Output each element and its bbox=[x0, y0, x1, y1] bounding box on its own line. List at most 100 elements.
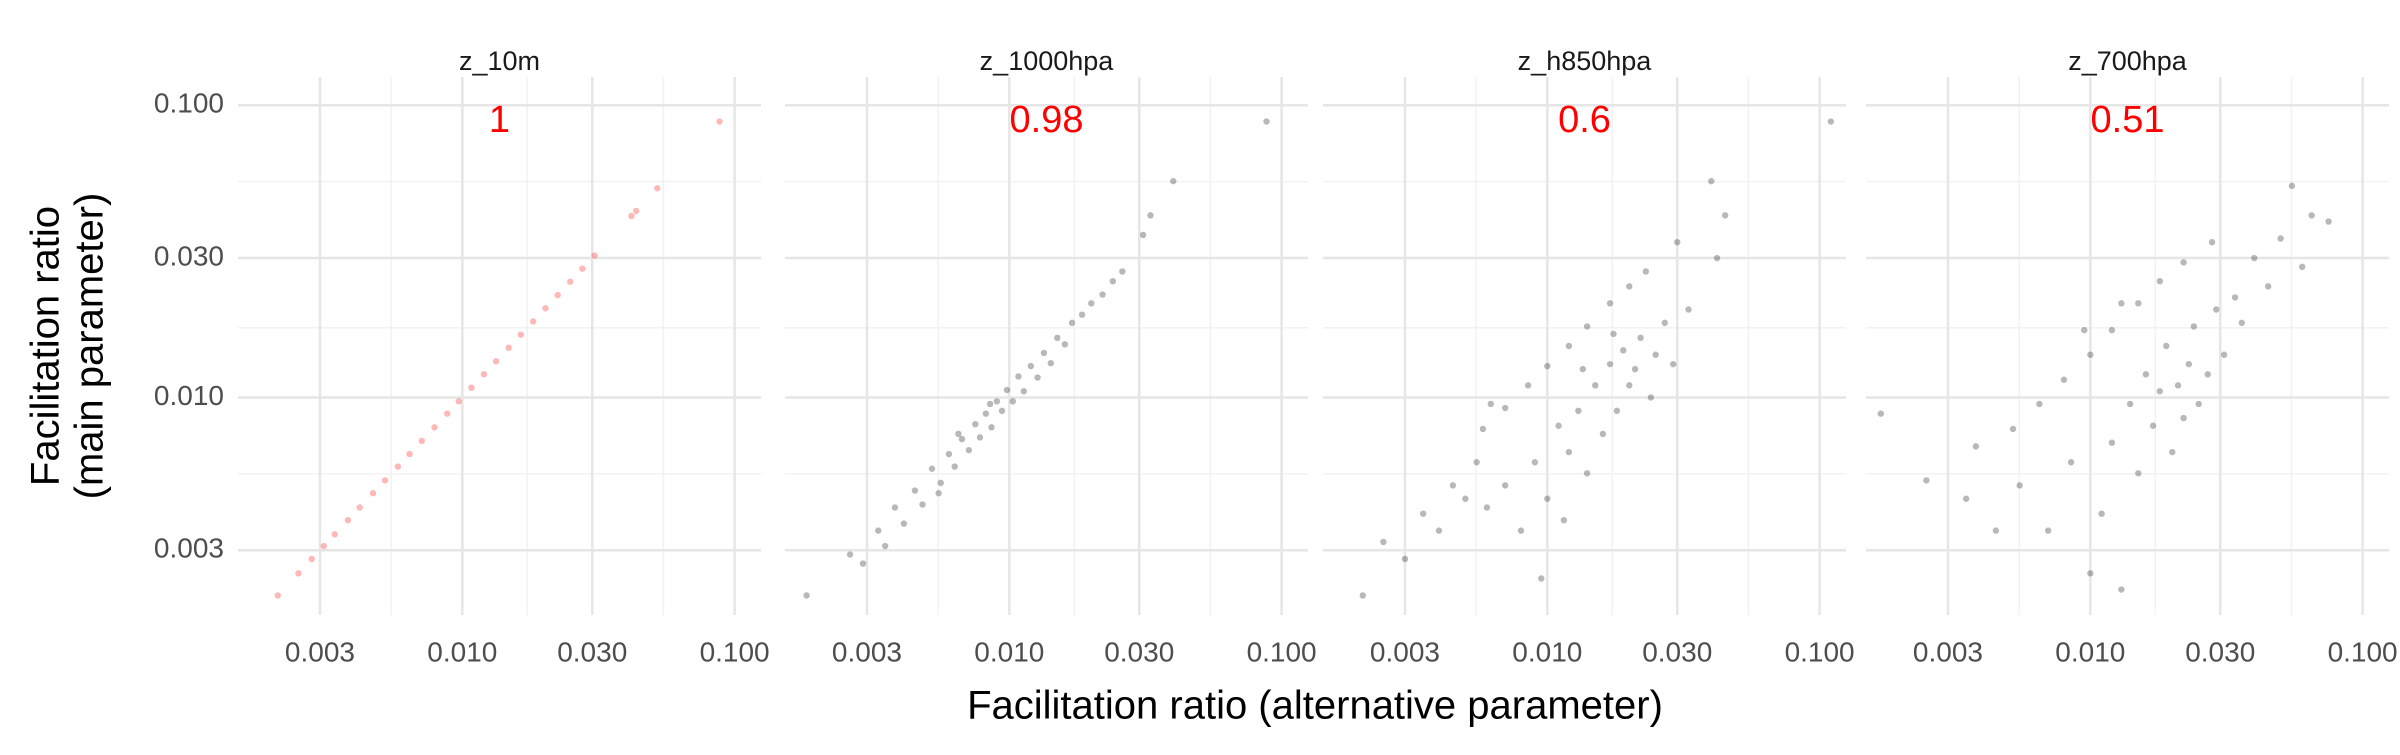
point bbox=[468, 384, 475, 391]
x-tick-label: 0.003 bbox=[1913, 636, 1983, 667]
point bbox=[911, 487, 919, 494]
point bbox=[1034, 374, 1041, 381]
annotation: 0.98 bbox=[1010, 99, 1084, 141]
point bbox=[529, 318, 537, 325]
point bbox=[554, 291, 561, 299]
y-axis-label: Facilitation ratio (main parameter) bbox=[24, 193, 112, 500]
point bbox=[1613, 407, 1621, 415]
point bbox=[295, 570, 302, 577]
point bbox=[1170, 177, 1177, 185]
x-tick-label: 0.003 bbox=[285, 636, 355, 667]
point bbox=[1263, 118, 1270, 125]
x-tick-label: 0.100 bbox=[1247, 636, 1317, 667]
point bbox=[1626, 382, 1633, 389]
point bbox=[2190, 323, 2198, 330]
point bbox=[2126, 400, 2134, 408]
point bbox=[1670, 360, 1677, 368]
point bbox=[1015, 373, 1022, 380]
y-tick-label: 0.003 bbox=[154, 533, 224, 564]
point bbox=[1419, 510, 1427, 517]
point bbox=[1068, 319, 1076, 327]
panel-title: z_10m bbox=[459, 46, 540, 76]
point bbox=[2036, 400, 2043, 408]
point bbox=[1992, 527, 2000, 534]
point bbox=[628, 212, 635, 220]
x-tick-label: 0.030 bbox=[557, 636, 627, 667]
point bbox=[480, 371, 488, 378]
point bbox=[2087, 351, 2094, 358]
x-tick-label: 0.010 bbox=[974, 636, 1044, 667]
point bbox=[937, 479, 944, 487]
point bbox=[976, 434, 984, 441]
point bbox=[2142, 371, 2150, 378]
point bbox=[418, 437, 426, 445]
point bbox=[2156, 277, 2164, 285]
point bbox=[2195, 400, 2202, 408]
point bbox=[654, 185, 661, 192]
point bbox=[891, 504, 899, 511]
point bbox=[1972, 443, 1980, 450]
point bbox=[993, 398, 1001, 405]
point bbox=[1099, 291, 1106, 298]
point bbox=[1020, 388, 1027, 395]
y-axis-label-line: (main parameter) bbox=[68, 193, 112, 500]
x-tick-label: 0.010 bbox=[2055, 636, 2125, 667]
annotation: 0.6 bbox=[1558, 99, 1611, 141]
x-tick-label: 0.010 bbox=[1512, 636, 1582, 667]
point bbox=[1708, 177, 1715, 185]
point bbox=[1027, 362, 1035, 370]
point bbox=[1401, 555, 1409, 563]
point bbox=[1620, 347, 1627, 354]
point bbox=[320, 542, 328, 550]
point bbox=[881, 542, 889, 550]
point bbox=[1544, 362, 1551, 370]
point bbox=[1631, 365, 1639, 373]
point bbox=[1009, 398, 1017, 405]
point bbox=[2108, 439, 2116, 446]
point bbox=[1061, 341, 1069, 348]
point bbox=[1583, 470, 1591, 477]
point bbox=[394, 463, 402, 470]
point bbox=[1877, 410, 1885, 417]
point bbox=[1674, 238, 1681, 246]
point bbox=[2016, 482, 2023, 489]
point bbox=[1592, 382, 1599, 389]
panel: 0.003 0.010 0.030 0.100 z_1000hpa 0.98 bbox=[785, 46, 1317, 667]
annotation: 1 bbox=[489, 99, 510, 141]
point bbox=[900, 520, 908, 527]
y-tick-label: 0.010 bbox=[154, 380, 224, 411]
point bbox=[2156, 388, 2164, 395]
point bbox=[998, 407, 1006, 415]
point bbox=[846, 551, 854, 558]
point bbox=[1078, 311, 1086, 318]
point bbox=[2108, 326, 2116, 334]
point bbox=[951, 463, 958, 470]
point bbox=[965, 446, 973, 454]
point bbox=[2208, 238, 2216, 246]
point bbox=[1579, 365, 1587, 373]
point bbox=[2238, 319, 2246, 327]
point bbox=[2174, 382, 2182, 389]
point bbox=[1531, 459, 1539, 466]
point bbox=[1637, 334, 1644, 342]
point bbox=[2098, 510, 2105, 517]
point bbox=[1487, 400, 1495, 408]
point bbox=[2288, 182, 2296, 190]
point bbox=[919, 501, 926, 508]
point bbox=[2325, 218, 2332, 225]
point bbox=[2118, 586, 2125, 593]
point bbox=[344, 517, 352, 524]
x-tick-label: 0.100 bbox=[2328, 636, 2398, 667]
point bbox=[406, 450, 413, 458]
panel: 0.003 0.010 0.030 0.100 z_700hpa 0.51 bbox=[1866, 46, 2398, 667]
point bbox=[1713, 254, 1721, 262]
point bbox=[1599, 430, 1607, 438]
point bbox=[2149, 422, 2157, 429]
point bbox=[1054, 334, 1061, 342]
point bbox=[2251, 254, 2258, 262]
point bbox=[935, 490, 942, 497]
point bbox=[1606, 300, 1614, 307]
point bbox=[2135, 470, 2142, 477]
point bbox=[1565, 448, 1573, 456]
point bbox=[542, 305, 549, 312]
